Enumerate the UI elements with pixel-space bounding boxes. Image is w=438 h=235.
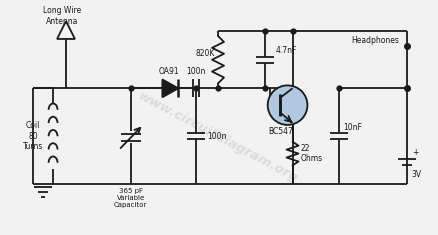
Text: +: + (412, 148, 418, 157)
Text: 365 pF
Variable
Capacitor: 365 pF Variable Capacitor (114, 188, 147, 208)
Text: 100n: 100n (207, 132, 226, 141)
Text: Headphones: Headphones (351, 36, 399, 45)
Text: 820K: 820K (196, 49, 215, 59)
Text: 100n: 100n (187, 67, 206, 75)
Text: 22
Ohms: 22 Ohms (300, 144, 323, 163)
Text: www.circuitdiagram.org: www.circuitdiagram.org (136, 90, 300, 186)
Circle shape (268, 85, 307, 125)
Text: BC547: BC547 (268, 127, 293, 136)
Polygon shape (162, 79, 178, 97)
Text: OA91: OA91 (159, 67, 180, 76)
Text: 10nF: 10nF (343, 123, 362, 132)
Text: 4.7nF: 4.7nF (276, 46, 297, 55)
Text: 3V: 3V (412, 170, 422, 179)
Text: Coil
80
Turns: Coil 80 Turns (23, 121, 43, 151)
Text: Long Wire
Antenna: Long Wire Antenna (43, 6, 81, 26)
